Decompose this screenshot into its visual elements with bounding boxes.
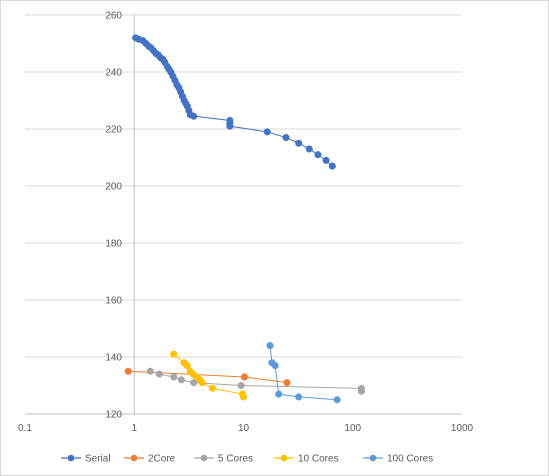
data-point-5-cores-2 (170, 373, 178, 381)
x-tick-label-10: 10 (238, 423, 250, 434)
legend-marker-100-cores (369, 454, 377, 462)
data-point-5-cores-7 (357, 387, 365, 395)
x-tick-label-0.1: 0.1 (18, 423, 32, 434)
legend-item-100-cores: 100 Cores (363, 454, 433, 465)
legend-label-2core: 2Core (148, 454, 176, 465)
x-tick-label-1000: 1000 (451, 423, 474, 434)
axes (25, 15, 462, 415)
data-point-serial-32 (295, 139, 303, 147)
legend-item-5-cores: 5 Cores (194, 454, 253, 465)
data-point-10-cores-10 (239, 393, 248, 401)
series-serial (132, 34, 336, 170)
data-point-10-cores-0 (170, 350, 178, 358)
data-point-100-cores-4 (295, 393, 303, 401)
legend-item-10-cores: 10 Cores (274, 454, 339, 465)
data-point-5-cores-4 (190, 379, 198, 387)
tick-labels: 120 140 160 180 200 220 240 260 0.1 1 10 100 1000 (18, 11, 474, 435)
x-tick-label-1: 1 (131, 423, 137, 434)
y-tick-label-200: 200 (105, 182, 122, 193)
x-tick-label-100: 100 (344, 423, 361, 434)
gridlines (25, 14, 462, 415)
data-point-serial-36 (328, 162, 336, 170)
data-point-serial-33 (305, 145, 313, 153)
data-point-2core-1 (240, 373, 248, 381)
legend-marker-2core (130, 454, 138, 462)
legend-marker-serial (67, 454, 75, 462)
data-point-100-cores-5 (333, 396, 341, 404)
y-tick-label-140: 140 (105, 353, 122, 364)
y-tick-label-120: 120 (105, 410, 122, 421)
y-tick-label-160: 160 (105, 296, 122, 307)
data-point-10-cores-2 (183, 362, 191, 370)
data-point-2core-0 (124, 367, 132, 375)
series-100-cores (266, 342, 341, 404)
data-point-10-cores-8 (208, 384, 217, 392)
series-2core (124, 367, 291, 387)
data-point-serial-35 (322, 156, 330, 164)
data-point-10-cores-7 (198, 379, 206, 387)
legend[interactable]: Serial 2Core 5 Cores 10 Cores 100 Cores (61, 454, 433, 465)
data-point-serial-26 (190, 112, 198, 120)
series-5-cores (146, 367, 365, 395)
legend-marker-5-cores (200, 454, 208, 462)
data-point-serial-34 (314, 151, 322, 159)
y-tick-label-180: 180 (105, 239, 122, 250)
data-point-5-cores-5 (237, 381, 245, 390)
data-point-serial-31 (282, 134, 290, 142)
series-10-cores (170, 350, 248, 401)
y-tick-label-240: 240 (105, 68, 122, 79)
data-point-5-cores-0 (146, 367, 154, 375)
data-point-5-cores-3 (177, 376, 185, 384)
legend-marker-10-cores (280, 454, 288, 462)
data-point-2core-2 (283, 379, 291, 387)
legend-label-10-cores: 10 Cores (298, 454, 339, 465)
plot-area (124, 34, 365, 404)
y-tick-label-260: 260 (105, 11, 122, 22)
legend-label-100-cores: 100 Cores (387, 454, 433, 465)
legend-item-serial: Serial (61, 454, 111, 465)
legend-label-5-cores: 5 Cores (218, 454, 253, 465)
data-point-serial-29 (226, 122, 234, 130)
legend-label-serial: Serial (85, 454, 111, 465)
data-point-serial-30 (263, 128, 271, 136)
data-point-5-cores-1 (155, 370, 163, 378)
legend-item-2core: 2Core (124, 454, 176, 465)
data-point-100-cores-0 (266, 342, 274, 350)
y-tick-label-220: 220 (105, 125, 122, 136)
data-point-100-cores-2 (271, 362, 279, 370)
data-point-100-cores-3 (275, 390, 283, 398)
